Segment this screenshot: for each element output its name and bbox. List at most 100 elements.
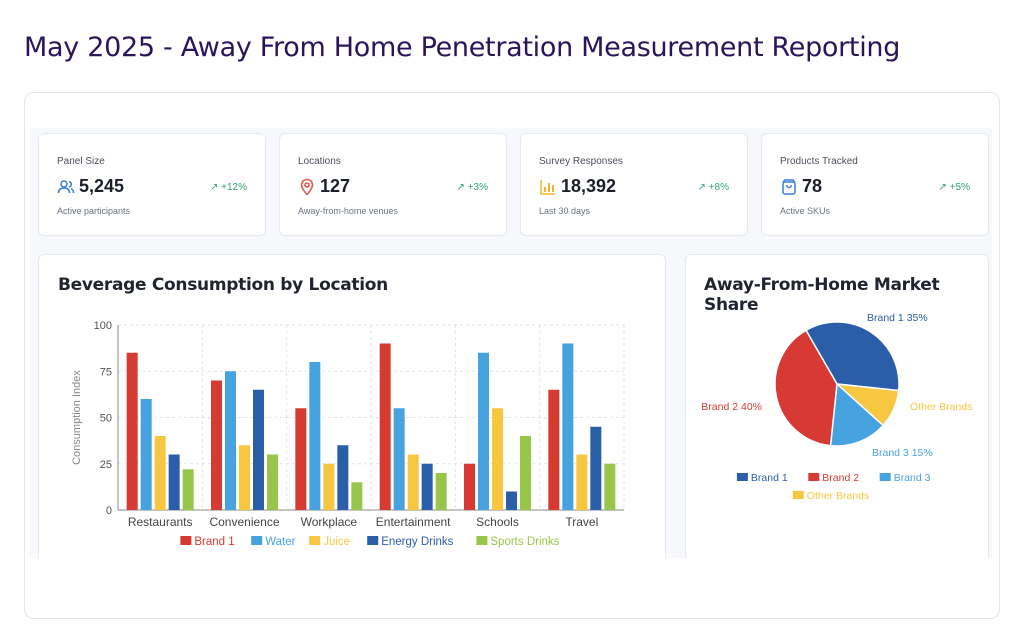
bar-energy-drinks xyxy=(421,463,433,510)
pie-slice-label: Brand 2 40% xyxy=(701,401,762,413)
page-title: May 2025 - Away From Home Penetration Me… xyxy=(24,32,901,63)
bar-brand-1 xyxy=(295,408,307,510)
kpi-change: ↗ +3% xyxy=(457,182,488,193)
bar-energy-drinks xyxy=(168,454,180,510)
legend-label: Water xyxy=(265,536,295,548)
bar-brand-1 xyxy=(126,352,138,510)
kpi-subtitle: Away-from-home venues xyxy=(298,206,398,216)
pie-slice-label: Brand 3 15% xyxy=(872,447,933,459)
bar-water xyxy=(309,362,321,510)
legend-label: Brand 2 xyxy=(822,472,859,484)
bar-brand-1 xyxy=(548,389,560,510)
y-tick-label: 25 xyxy=(100,459,112,471)
bar-energy-drinks xyxy=(590,426,602,510)
kpi-change-value: +12% xyxy=(221,182,247,193)
pie-slice-label: Other Brands xyxy=(910,401,972,413)
legend-swatch xyxy=(736,473,748,481)
y-tick-label: 0 xyxy=(106,505,112,517)
kpi-value: 5,245 xyxy=(79,176,125,196)
legend-swatch xyxy=(251,536,263,545)
kpi-card-panel-size[interactable]: Panel Size 5,245 ↗ +12% Active participa… xyxy=(38,133,266,236)
bar-sports-drinks xyxy=(182,469,194,510)
y-tick-label: 75 xyxy=(100,366,112,378)
kpi-change-value: +3% xyxy=(467,182,488,193)
bar-chart: 0 25 50 75 100 Consumption Index Restaurants Co… xyxy=(71,320,625,548)
legend-swatch xyxy=(792,491,804,499)
kpi-value: 18,392 xyxy=(561,176,617,196)
legend-swatch xyxy=(367,536,379,545)
kpi-card-locations[interactable]: Locations 127 ↗ +3% Away-from-home venue… xyxy=(279,133,507,236)
bar-brand-1 xyxy=(379,343,391,510)
bar-energy-drinks xyxy=(253,389,264,510)
panel-bottom-cover xyxy=(25,558,999,618)
x-tick-label: Travel xyxy=(565,515,598,529)
shopping-bag-icon xyxy=(782,179,796,195)
kpi-subtitle: Active SKUs xyxy=(780,206,831,216)
bar-water xyxy=(478,352,489,510)
legend-label: Juice xyxy=(323,536,350,548)
kpi-card-survey-responses[interactable]: Survey Responses 18,392 ↗ +8% Last 30 da… xyxy=(520,133,748,236)
legend-label: Sports Drinks xyxy=(490,536,559,548)
kpi-card-products-tracked[interactable]: Products Tracked 78 ↗ +5% Active SKUs xyxy=(761,133,989,236)
pie-chart-title: Away-From-Home Market Share xyxy=(704,275,940,315)
bar-water xyxy=(140,399,152,510)
pie-chart: Brand 1 35% Other Brands Brand 3 15% Brand … xyxy=(701,312,972,502)
bar-juice xyxy=(154,436,166,510)
bar-juice xyxy=(239,445,250,510)
bar-water xyxy=(562,343,574,510)
y-tick-label: 50 xyxy=(100,413,112,425)
map-pin-icon xyxy=(300,178,314,196)
x-tick-label: Restaurants xyxy=(128,515,193,529)
pie-slice-label: Brand 1 35% xyxy=(867,312,928,324)
bar-brand-1 xyxy=(211,380,222,510)
legend-swatch xyxy=(808,473,820,481)
bar-sports-drinks xyxy=(435,473,447,510)
trend-up-icon: ↗ xyxy=(209,182,219,193)
bar-water xyxy=(225,371,236,510)
pie-slice-brand-2 xyxy=(774,329,838,447)
kpi-subtitle: Last 30 days xyxy=(539,206,591,216)
legend-label: Energy Drinks xyxy=(381,536,453,548)
bar-juice xyxy=(492,408,503,510)
legend-swatch xyxy=(180,536,192,545)
kpi-change-value: +8% xyxy=(708,182,729,193)
kpi-change: ↗ +12% xyxy=(210,182,247,193)
bar-energy-drinks xyxy=(506,491,517,510)
legend-swatch xyxy=(879,473,891,481)
x-tick-label: Schools xyxy=(476,515,519,529)
legend-label: Brand 1 xyxy=(194,536,234,548)
bar-juice xyxy=(407,454,419,510)
bar-sports-drinks xyxy=(351,482,363,510)
pie-chart-card: Away-From-Home Market Share xyxy=(685,254,989,574)
users-icon xyxy=(57,180,75,194)
bar-sports-drinks xyxy=(604,463,616,510)
bar-water xyxy=(393,408,405,510)
pie-slice-brand-1 xyxy=(804,321,900,392)
trend-up-icon: ↗ xyxy=(697,182,706,193)
kpi-label: Products Tracked xyxy=(780,156,858,167)
x-tick-label: Workplace xyxy=(301,515,358,529)
y-tick-label: 100 xyxy=(94,320,112,332)
bar-brand-1 xyxy=(464,463,475,510)
kpi-change: ↗ +8% xyxy=(698,182,729,193)
bar-sports-drinks xyxy=(267,454,278,510)
trend-up-icon: ↗ xyxy=(938,182,947,193)
bar-sports-drinks xyxy=(520,436,531,510)
kpi-subtitle: Active participants xyxy=(57,206,131,216)
kpi-label: Panel Size xyxy=(57,156,105,167)
kpi-label: Survey Responses xyxy=(539,156,623,167)
bar-chart-icon xyxy=(540,180,555,195)
trend-up-icon: ↗ xyxy=(456,182,465,193)
x-tick-label: Convenience xyxy=(209,515,279,529)
x-tick-label: Entertainment xyxy=(376,515,451,529)
legend-label: Other Brands xyxy=(807,490,869,502)
legend-label: Brand 1 xyxy=(751,472,788,484)
bar-chart-title: Beverage Consumption by Location xyxy=(58,275,388,295)
bar-energy-drinks xyxy=(337,445,349,510)
kpi-change: ↗ +5% xyxy=(939,182,970,193)
legend-label: Brand 3 xyxy=(894,472,931,484)
y-axis-label: Consumption Index xyxy=(71,370,83,465)
kpi-value: 78 xyxy=(802,176,823,196)
legend-swatch xyxy=(476,536,488,545)
kpi-value: 127 xyxy=(320,176,351,196)
